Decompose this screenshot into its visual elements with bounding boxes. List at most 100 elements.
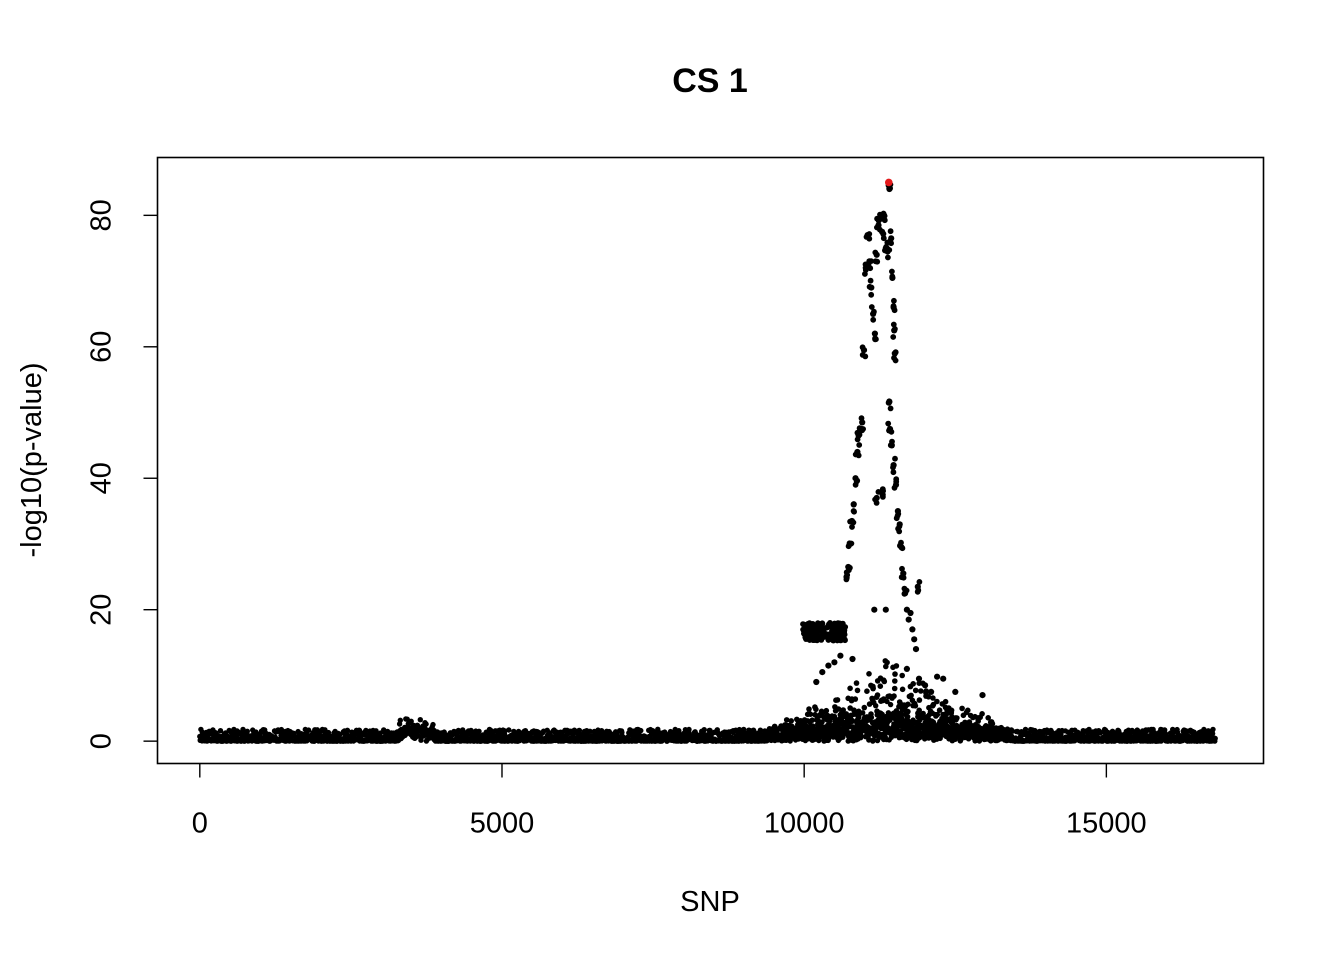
y-tick-label: 20 — [86, 594, 118, 626]
chart-title: CS 1 — [672, 62, 748, 100]
snp-point — [843, 711, 849, 717]
snp-point — [807, 719, 813, 725]
snp-point — [936, 707, 943, 713]
snp-point — [849, 655, 856, 663]
snp-point — [910, 681, 916, 687]
snp-point — [963, 724, 969, 731]
snp-point — [938, 719, 945, 725]
data-points — [197, 181, 1218, 744]
snp-point — [876, 724, 883, 730]
snp-point — [806, 706, 812, 712]
snp-point — [859, 344, 866, 351]
snp-point — [870, 316, 877, 323]
snp-point — [864, 688, 870, 694]
snp-point — [846, 540, 853, 547]
snp-point — [867, 725, 873, 731]
snp-point — [1209, 730, 1216, 737]
snp-point — [825, 662, 832, 669]
snp-point — [923, 688, 929, 694]
snp-point — [861, 717, 867, 723]
snp-point — [901, 590, 908, 597]
snp-point — [807, 625, 814, 632]
snp-point — [887, 405, 894, 412]
snp-point — [638, 727, 644, 734]
snp-point — [815, 620, 821, 627]
snp-point — [865, 261, 872, 268]
snp-point — [900, 574, 907, 581]
x-tick-label: 15000 — [1066, 808, 1147, 840]
snp-point — [860, 426, 866, 432]
snp-point — [880, 677, 887, 683]
snp-point — [891, 685, 898, 692]
snp-point — [897, 701, 904, 707]
snp-point — [901, 585, 908, 592]
snp-point — [686, 726, 692, 733]
snp-point — [804, 632, 811, 640]
snp-point — [871, 308, 877, 315]
snp-point — [888, 441, 895, 448]
snp-point — [853, 680, 860, 686]
snp-point — [990, 727, 997, 734]
snp-point — [876, 734, 882, 741]
snp-point — [859, 352, 866, 358]
snp-point — [781, 737, 787, 743]
snp-point — [771, 723, 778, 730]
snp-point — [430, 721, 436, 728]
snp-point — [417, 717, 423, 723]
snp-point — [408, 718, 414, 724]
snp-point — [989, 720, 996, 727]
x-axis: 0 5000 10000 15000 — [192, 763, 1147, 840]
snp-point — [863, 234, 870, 240]
snp-point — [988, 738, 994, 744]
snp-point — [993, 735, 1000, 741]
snp-point — [963, 709, 970, 716]
snp-point — [956, 726, 962, 733]
snp-point — [942, 719, 949, 725]
snp-point — [886, 398, 893, 405]
snp-point — [906, 693, 913, 700]
snp-point — [825, 623, 832, 630]
snp-point — [881, 213, 888, 219]
snp-point — [875, 217, 882, 224]
snp-point — [952, 688, 959, 696]
snp-point — [812, 711, 818, 718]
snp-point — [840, 634, 847, 641]
snp-point — [854, 436, 861, 443]
snp-point — [813, 678, 820, 686]
snp-point — [886, 247, 893, 253]
snp-point — [975, 718, 981, 724]
snp-point — [872, 249, 879, 256]
snp-point — [918, 688, 924, 694]
snp-point — [934, 673, 941, 680]
snp-point — [404, 716, 410, 722]
snp-point — [848, 731, 854, 737]
x-tick-label: 5000 — [470, 808, 535, 840]
snp-point — [856, 442, 863, 448]
snp-point — [850, 501, 857, 507]
snp-point — [777, 726, 784, 732]
snp-point — [927, 734, 933, 741]
snp-point — [909, 736, 915, 743]
snp-point — [344, 727, 351, 733]
snp-point — [363, 727, 369, 734]
snp-point — [800, 621, 806, 627]
snp-point — [904, 730, 911, 737]
snp-point — [930, 695, 936, 701]
snp-point — [985, 715, 991, 721]
snp-point — [890, 464, 896, 471]
snp-point — [937, 733, 944, 739]
snp-point — [890, 730, 897, 737]
snp-point — [890, 664, 896, 671]
snp-point — [813, 627, 820, 634]
snp-point — [828, 632, 835, 640]
snp-point — [834, 637, 841, 644]
snp-point — [1086, 726, 1092, 733]
snp-point — [909, 697, 916, 704]
snp-point — [819, 625, 826, 632]
snp-point — [819, 669, 826, 676]
snp-point — [948, 710, 955, 716]
snp-point — [855, 725, 861, 731]
snp-point — [949, 734, 956, 740]
snp-point — [820, 730, 826, 736]
